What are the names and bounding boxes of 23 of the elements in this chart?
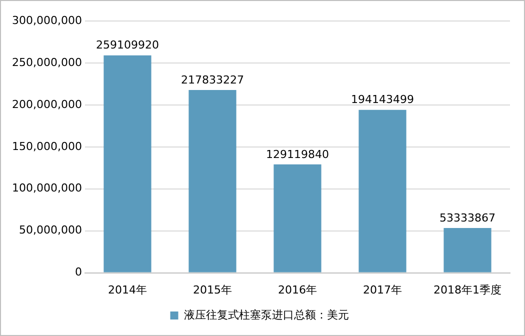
data-label: 53333867	[440, 211, 496, 224]
data-label: 217833227	[180, 73, 244, 86]
bar	[274, 164, 322, 272]
y-tick-label: 0	[74, 266, 82, 279]
y-tick-label: 50,000,000	[18, 224, 82, 237]
bar	[188, 90, 236, 272]
y-tick-label: 150,000,000	[12, 140, 82, 153]
x-tick-label: 2014年	[108, 283, 147, 296]
x-tick-label: 2016年	[278, 283, 317, 296]
y-tick-label: 250,000,000	[12, 56, 82, 69]
x-tick-label: 2017年	[362, 283, 402, 296]
data-label: 259109920	[96, 38, 159, 52]
y-tick-label: 100,000,000	[12, 182, 82, 195]
data-label: 129119840	[266, 148, 329, 161]
legend-label: 液压往复式柱塞泵进口总额：美元	[184, 308, 349, 322]
bar	[104, 55, 152, 272]
y-tick-label: 200,000,000	[12, 98, 82, 111]
y-tick-label: 300,000,000	[12, 14, 82, 27]
x-tick-label: 2015年	[192, 283, 232, 296]
x-tick-label: 2018年1季度	[434, 283, 502, 296]
bar	[358, 110, 406, 272]
bar	[444, 228, 492, 272]
data-label: 194143499	[350, 93, 414, 106]
